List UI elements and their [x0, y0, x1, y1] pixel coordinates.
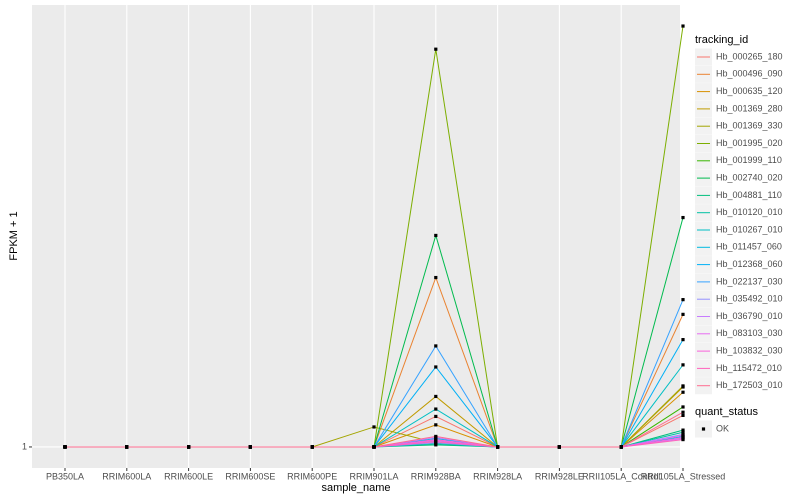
x-tick-label: RRIM600SE: [225, 471, 275, 481]
point: [681, 363, 685, 367]
legend-label: Hb_000496_090: [716, 69, 783, 79]
point: [681, 435, 685, 440]
panel: [32, 5, 680, 468]
legend-label: Hb_011457_060: [716, 242, 782, 252]
point: [434, 47, 438, 51]
legend-label: Hb_036790_010: [716, 311, 783, 321]
legend-label: Hb_022137_030: [716, 276, 783, 286]
point: [681, 298, 685, 302]
point: [619, 445, 623, 449]
legend-label: Hb_010120_010: [716, 207, 783, 217]
legend-label: Hb_004881_110: [716, 190, 782, 200]
point: [372, 445, 376, 449]
legend-label: Hb_012368_060: [716, 259, 783, 269]
y-axis-title: FPKM + 1: [8, 211, 20, 260]
point: [187, 445, 191, 449]
legend-label: Hb_000265_180: [716, 51, 783, 61]
point: [681, 428, 685, 432]
point: [681, 410, 685, 414]
point: [434, 344, 438, 348]
point: [434, 423, 438, 427]
shape-legend-title: quant_status: [695, 406, 758, 418]
point: [434, 414, 438, 419]
x-tick-label: RRIM928LA: [473, 471, 522, 481]
legend-title: tracking_id: [695, 34, 748, 46]
legend-label: Hb_001369_330: [716, 121, 783, 131]
point: [496, 445, 500, 449]
x-tick-label: RRIM600LE: [164, 471, 213, 481]
point: [372, 425, 376, 429]
legend-label: Hb_001995_020: [716, 138, 783, 148]
legend-label: Hb_001999_110: [716, 155, 782, 165]
legend-label: Hb_000635_120: [716, 86, 783, 96]
point: [681, 405, 685, 409]
point: [125, 445, 129, 449]
point: [434, 407, 438, 411]
x-tick-label: RRIM928BA: [411, 471, 461, 481]
y-tick-label: 1: [22, 441, 27, 451]
point: [434, 437, 438, 442]
legend-shape: [701, 427, 706, 431]
point: [681, 390, 685, 394]
point: [557, 445, 561, 449]
legend-label: Hb_002740_020: [716, 172, 783, 182]
point: [681, 430, 685, 434]
point: [248, 445, 252, 449]
point: [681, 312, 685, 316]
x-axis-title: sample_name: [321, 482, 390, 494]
point: [681, 24, 685, 28]
legend-label: Hb_172503_010: [716, 380, 783, 390]
x-tick-label: RRII105LA_Control: [582, 471, 660, 481]
point: [681, 338, 685, 342]
point: [434, 394, 438, 399]
point: [681, 215, 685, 220]
point: [681, 384, 685, 388]
point: [434, 365, 438, 369]
point: [681, 437, 685, 442]
point: [434, 440, 438, 444]
x-tick-label: RRIM901LA: [349, 471, 398, 481]
x-tick-label: PB350LA: [46, 471, 84, 481]
point: [681, 413, 685, 417]
legend-label: Hb_010267_010: [716, 224, 783, 234]
point: [310, 445, 314, 449]
point: [681, 433, 685, 437]
x-tick-label: RRIM928LE: [535, 471, 584, 481]
point: [63, 445, 67, 449]
x-tick-label: RRIM600PE: [287, 471, 337, 481]
point: [434, 233, 438, 238]
legend-label: Hb_035492_010: [716, 294, 783, 304]
point: [434, 275, 438, 280]
point: [434, 434, 438, 439]
x-tick-label: RRIM600LA: [102, 471, 151, 481]
legend-label: OK: [716, 423, 729, 433]
legend-label: Hb_103832_030: [716, 345, 783, 355]
x-tick-label: RRII105LA_Stressed: [641, 471, 726, 481]
legend-label: Hb_115472_010: [716, 363, 782, 373]
legend-label: Hb_083103_030: [716, 328, 783, 338]
legend-label: Hb_001369_280: [716, 103, 783, 113]
